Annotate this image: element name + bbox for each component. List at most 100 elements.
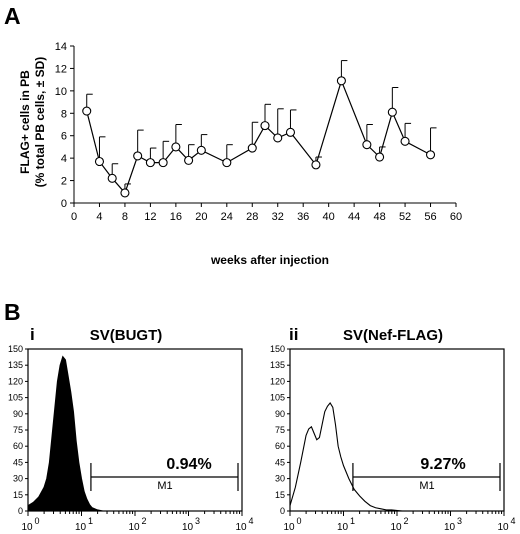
x-tick-label: 32 [272, 211, 284, 223]
gate-label-ii: M1 [419, 480, 434, 492]
y-tick-label: 45 [13, 457, 23, 467]
data-point [222, 158, 232, 168]
data-point [285, 127, 296, 137]
histogram-line [289, 402, 504, 512]
data-point [247, 143, 257, 153]
y-tick-label: 120 [270, 376, 285, 386]
histogram-area [27, 355, 242, 512]
data-point [107, 173, 117, 183]
data-point [336, 76, 346, 86]
y-tick-label: 45 [275, 457, 285, 467]
data-point [94, 156, 105, 167]
x-tick-exponent: 2 [403, 516, 408, 526]
data-point [133, 151, 143, 161]
percent-label-i: 0.94% [166, 456, 211, 473]
panel-roman-i: i [30, 325, 35, 344]
x-tick-label: 44 [348, 211, 360, 223]
y-axis-label-line1: FLAG+ cells in PB [18, 70, 32, 174]
x-tick-label: 10 [128, 522, 140, 533]
x-tick-label: 60 [450, 211, 462, 223]
x-tick-exponent: 1 [350, 516, 355, 526]
data-point [196, 145, 206, 155]
y-tick-label: 30 [275, 474, 285, 484]
x-tick-label: 52 [399, 211, 411, 223]
x-axis-label: weeks after injection [210, 253, 329, 267]
data-point [82, 106, 92, 116]
x-tick-label: 8 [122, 211, 128, 223]
x-tick-label: 10 [283, 522, 295, 533]
y-tick-label: 4 [61, 153, 67, 165]
x-tick-exponent: 4 [510, 516, 515, 526]
data-point [171, 142, 181, 152]
data-point [158, 158, 168, 168]
y-tick-label: 120 [8, 376, 23, 386]
x-tick-label: 36 [297, 211, 309, 223]
data-point [184, 155, 194, 165]
percent-label-ii: 9.27% [420, 456, 465, 473]
x-tick-label: 24 [221, 211, 233, 223]
flow-histogram-ii: ii SV(Nef-FLAG) 9.27% M1 0 15 30 45 60 75 90 10… [270, 325, 516, 533]
y-tick-label: 6 [61, 131, 67, 143]
x-tick-label: 0 [71, 211, 77, 223]
data-point [387, 107, 397, 117]
y-tick-label: 75 [275, 425, 285, 435]
x-tick-exponent: 3 [457, 516, 462, 526]
data-point [425, 150, 436, 160]
x-tick-label: 10 [21, 522, 33, 533]
x-tick-exponent: 4 [248, 516, 253, 526]
y-tick-label: 75 [13, 425, 23, 435]
data-point [311, 160, 321, 170]
y-tick-label: 15 [275, 490, 285, 500]
x-tick-label: 10 [337, 522, 349, 533]
y-tick-label: 2 [61, 176, 67, 188]
x-tick-label: 48 [373, 211, 385, 223]
series-line [86, 78, 431, 195]
x-tick-label: 10 [235, 522, 247, 533]
data-point [400, 136, 410, 146]
y-tick-label: 0 [61, 198, 67, 210]
y-tick-label: 60 [275, 441, 285, 451]
x-tick-label: 12 [144, 211, 156, 223]
y-tick-label: 90 [275, 409, 285, 419]
x-tick-exponent: 0 [34, 516, 39, 526]
x-tick-label: 40 [323, 211, 335, 223]
y-tick-label: 0 [18, 506, 23, 516]
x-tick-exponent: 3 [195, 516, 200, 526]
data-point [362, 140, 372, 150]
x-tick-label: 20 [195, 211, 207, 223]
y-tick-label: 90 [13, 409, 23, 419]
gate-label-i: M1 [157, 480, 172, 492]
data-point [120, 188, 130, 198]
y-tick-label: 0 [280, 506, 285, 516]
x-tick-label: 16 [170, 211, 182, 223]
flow-histogram-i: i SV(BUGT) 0.94% M1 01530456075901051201… [8, 325, 254, 533]
x-tick-exponent: 1 [88, 516, 93, 526]
flow-title-i: SV(BUGT) [90, 327, 163, 344]
y-tick-label: 105 [8, 393, 23, 403]
y-tick-label: 8 [61, 108, 67, 120]
x-tick-label: 4 [96, 211, 102, 223]
plot-frame [289, 348, 505, 512]
panel-roman-ii: ii [289, 325, 298, 344]
data-point [145, 158, 155, 168]
x-tick-exponent: 2 [141, 516, 146, 526]
y-tick-label: 105 [270, 393, 285, 403]
data-point [260, 121, 270, 131]
flow-title-ii: SV(Nef-FLAG) [343, 327, 443, 344]
x-tick-label: 28 [246, 211, 258, 223]
y-tick-label: 150 [8, 344, 23, 354]
panel-letter-a: A [4, 3, 21, 29]
y-tick-label: 14 [55, 41, 67, 53]
y-tick-label: 15 [13, 490, 23, 500]
line-chart-flag-cells: FLAG+ cells in PB (% total PB cells, ± S… [18, 41, 462, 267]
y-tick-label: 10 [55, 86, 67, 98]
x-tick-label: 10 [497, 522, 509, 533]
data-point [273, 133, 283, 143]
y-tick-label: 150 [270, 344, 285, 354]
y-tick-label: 12 [55, 63, 67, 75]
x-tick-label: 10 [390, 522, 402, 533]
x-tick-label: 10 [75, 522, 87, 533]
panel-letter-b: B [4, 299, 21, 325]
x-tick-label: 10 [182, 522, 194, 533]
